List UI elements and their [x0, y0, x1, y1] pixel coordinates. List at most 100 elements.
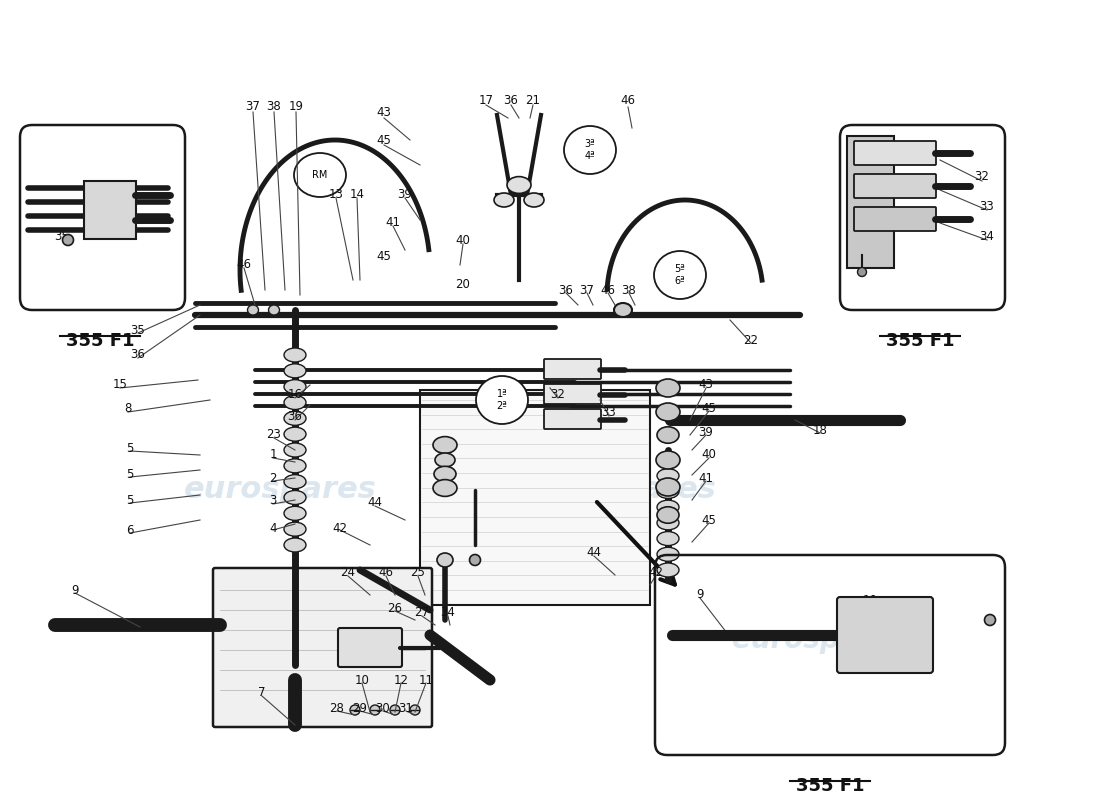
- Text: 1: 1: [270, 449, 277, 462]
- Ellipse shape: [507, 177, 531, 194]
- Ellipse shape: [656, 451, 680, 469]
- Text: 13: 13: [329, 189, 343, 202]
- Ellipse shape: [657, 469, 679, 482]
- Ellipse shape: [657, 547, 679, 562]
- Text: 36: 36: [504, 94, 518, 106]
- FancyBboxPatch shape: [544, 409, 601, 429]
- Ellipse shape: [654, 251, 706, 299]
- Ellipse shape: [284, 443, 306, 457]
- Text: 25: 25: [410, 566, 426, 579]
- Text: 17: 17: [478, 94, 494, 106]
- Text: 43: 43: [698, 378, 714, 391]
- Ellipse shape: [494, 193, 514, 207]
- Text: 38: 38: [266, 101, 282, 114]
- Ellipse shape: [657, 426, 679, 443]
- Ellipse shape: [284, 411, 306, 426]
- Text: 355 F1: 355 F1: [886, 332, 955, 350]
- Ellipse shape: [656, 379, 680, 397]
- Ellipse shape: [284, 506, 306, 520]
- Text: 34: 34: [441, 606, 455, 619]
- Ellipse shape: [410, 705, 420, 715]
- Ellipse shape: [858, 267, 867, 277]
- Ellipse shape: [657, 506, 679, 523]
- Text: 5: 5: [126, 467, 134, 481]
- Text: 19: 19: [288, 101, 304, 114]
- Ellipse shape: [614, 303, 632, 317]
- Text: 42: 42: [649, 566, 663, 578]
- Text: 22: 22: [744, 334, 759, 346]
- Text: 6: 6: [126, 523, 134, 537]
- Text: 14: 14: [350, 189, 364, 202]
- Text: 37: 37: [245, 101, 261, 114]
- Text: 36: 36: [131, 349, 145, 362]
- Ellipse shape: [657, 500, 679, 514]
- Text: 38: 38: [621, 283, 637, 297]
- Text: 43: 43: [376, 106, 392, 118]
- Text: eurospares: eurospares: [733, 626, 908, 654]
- Ellipse shape: [657, 453, 679, 467]
- Text: 16: 16: [287, 389, 303, 402]
- Text: 37: 37: [580, 283, 594, 297]
- Text: 8: 8: [124, 402, 132, 414]
- Ellipse shape: [370, 705, 379, 715]
- Ellipse shape: [268, 305, 279, 315]
- Text: 44: 44: [367, 495, 383, 509]
- Text: 21: 21: [526, 94, 540, 106]
- Text: 46: 46: [236, 258, 252, 271]
- Text: 45: 45: [702, 514, 716, 526]
- FancyBboxPatch shape: [837, 597, 933, 673]
- Text: 36: 36: [559, 283, 573, 297]
- Text: 29: 29: [352, 702, 367, 714]
- Ellipse shape: [434, 466, 456, 482]
- Text: RM: RM: [312, 170, 328, 180]
- Text: 5: 5: [126, 442, 134, 454]
- FancyBboxPatch shape: [854, 174, 936, 198]
- Ellipse shape: [284, 490, 306, 505]
- Ellipse shape: [284, 522, 306, 536]
- Text: 32: 32: [551, 389, 565, 402]
- Text: 46: 46: [620, 94, 636, 106]
- Text: 40: 40: [455, 234, 471, 246]
- Ellipse shape: [524, 193, 544, 207]
- Text: 23: 23: [266, 429, 282, 442]
- Ellipse shape: [284, 395, 306, 410]
- Text: 18: 18: [813, 423, 827, 437]
- Text: 3: 3: [270, 494, 277, 507]
- Text: eurospares: eurospares: [524, 475, 716, 505]
- Text: 45: 45: [376, 134, 392, 146]
- Text: 39: 39: [698, 426, 714, 438]
- Text: 12: 12: [394, 674, 408, 686]
- FancyBboxPatch shape: [213, 568, 432, 727]
- FancyBboxPatch shape: [544, 359, 601, 379]
- Ellipse shape: [284, 474, 306, 489]
- Ellipse shape: [476, 376, 528, 424]
- FancyBboxPatch shape: [84, 181, 136, 239]
- Text: 28: 28: [330, 702, 344, 714]
- FancyBboxPatch shape: [854, 207, 936, 231]
- Text: 9: 9: [696, 589, 704, 602]
- Text: 42: 42: [332, 522, 348, 534]
- Ellipse shape: [284, 348, 306, 362]
- Text: 3ª
4ª: 3ª 4ª: [585, 139, 595, 161]
- Text: 40: 40: [702, 449, 716, 462]
- Ellipse shape: [437, 553, 453, 567]
- Ellipse shape: [63, 234, 74, 246]
- Text: 41: 41: [698, 471, 714, 485]
- Text: 15: 15: [112, 378, 128, 391]
- FancyBboxPatch shape: [544, 384, 601, 404]
- Text: 7: 7: [258, 686, 266, 699]
- Ellipse shape: [350, 705, 360, 715]
- Ellipse shape: [284, 459, 306, 473]
- Ellipse shape: [390, 705, 400, 715]
- Text: 20: 20: [455, 278, 471, 291]
- Text: 4: 4: [270, 522, 277, 534]
- Text: 355 F1: 355 F1: [66, 332, 134, 350]
- Ellipse shape: [470, 554, 481, 566]
- Text: 1ª
2ª: 1ª 2ª: [496, 389, 507, 411]
- Ellipse shape: [434, 453, 455, 467]
- Text: 355 F1: 355 F1: [795, 777, 865, 795]
- Text: 41: 41: [385, 215, 400, 229]
- Ellipse shape: [657, 485, 679, 498]
- Text: 35: 35: [55, 230, 69, 243]
- FancyBboxPatch shape: [847, 136, 894, 268]
